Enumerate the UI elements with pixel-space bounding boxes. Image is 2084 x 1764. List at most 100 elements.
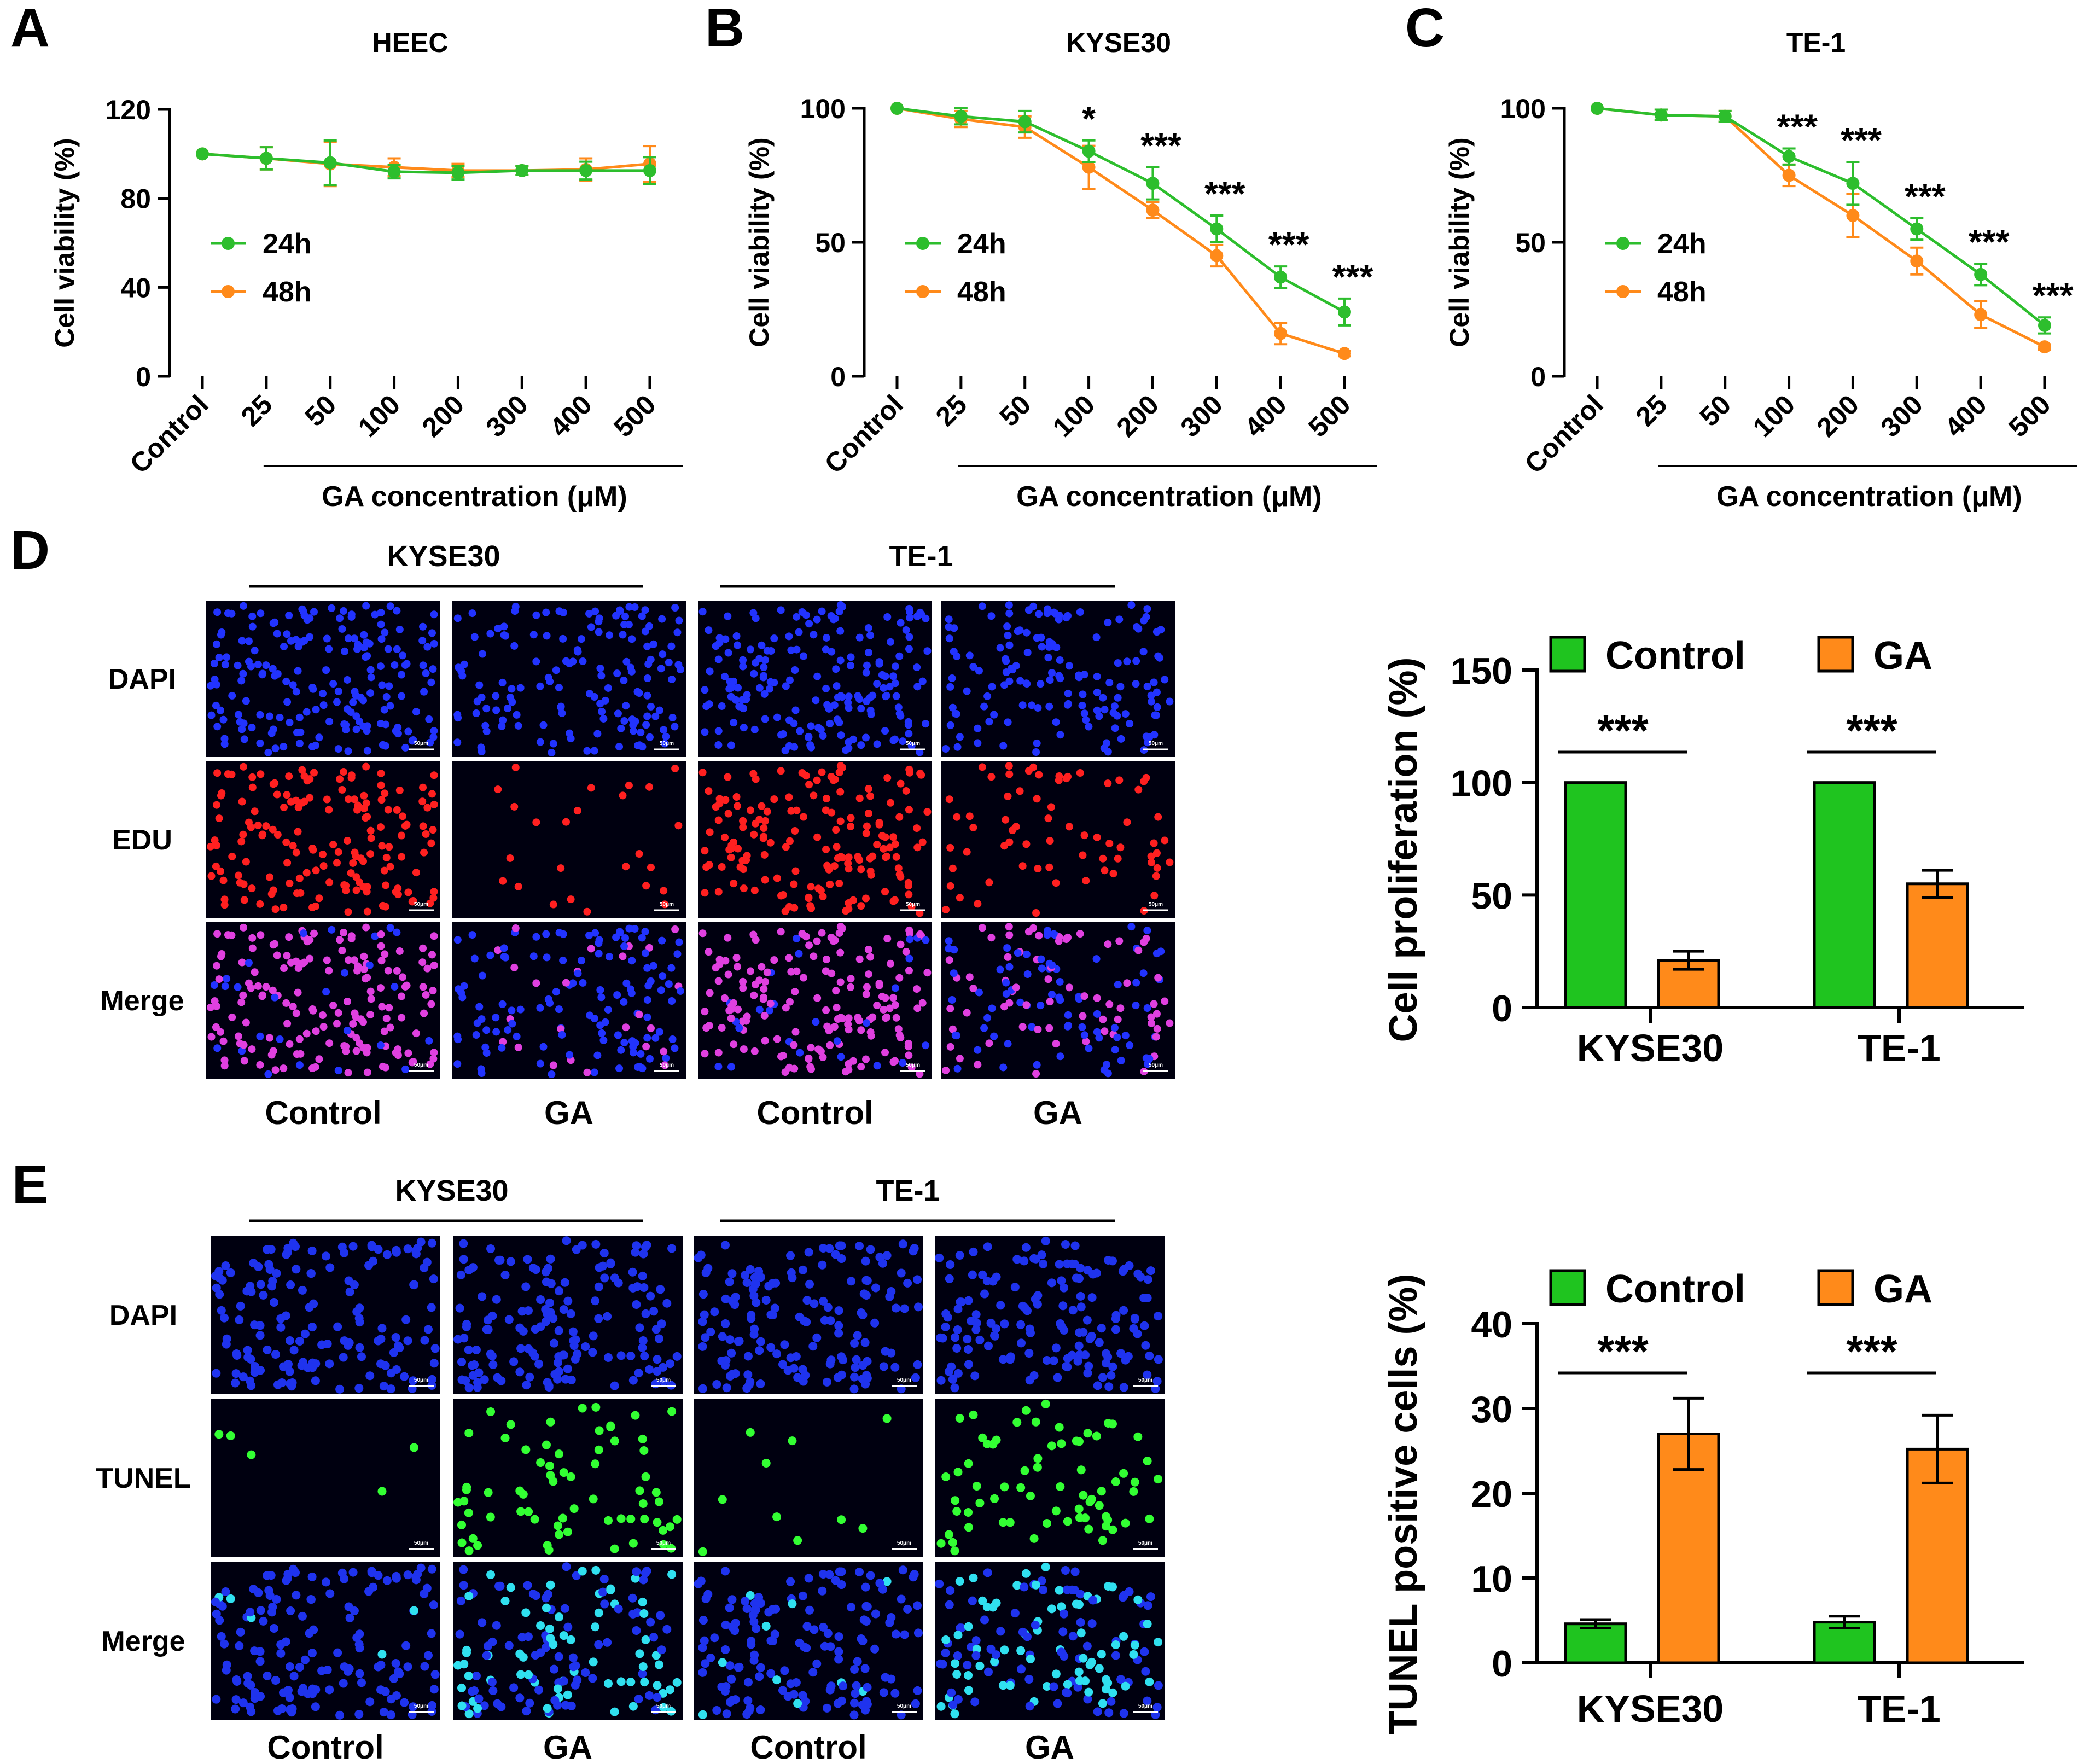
nucleus <box>559 1350 568 1360</box>
nucleus <box>392 1248 401 1257</box>
nucleus <box>942 906 950 914</box>
nucleus <box>900 1630 909 1639</box>
nucleus <box>226 1594 235 1603</box>
nucleus <box>1005 641 1014 649</box>
nucleus <box>1056 731 1064 739</box>
nucleus <box>895 870 904 878</box>
nucleus <box>654 1660 663 1669</box>
nucleus <box>532 657 540 666</box>
nucleus <box>911 1699 920 1708</box>
nucleus <box>845 738 853 746</box>
nucleus <box>773 713 781 721</box>
nucleus <box>254 660 262 668</box>
x-tick-label: 50 <box>994 389 1037 432</box>
nucleus <box>285 1662 294 1672</box>
nucleus <box>269 780 277 788</box>
nucleus <box>616 1514 626 1523</box>
nucleus <box>946 1043 954 1051</box>
nucleus <box>863 983 871 991</box>
panel-label: E <box>12 1154 49 1215</box>
nucleus <box>212 1695 221 1704</box>
nucleus <box>734 845 742 853</box>
nucleus <box>832 987 840 995</box>
significance-marker: *** <box>1969 222 2010 261</box>
nucleus <box>631 603 639 611</box>
nucleus <box>761 1621 771 1631</box>
nucleus <box>591 929 599 937</box>
nucleus <box>891 1303 900 1313</box>
nucleus <box>234 1032 242 1040</box>
nucleus <box>500 944 508 952</box>
nucleus <box>1039 1585 1048 1594</box>
nucleus <box>563 1364 572 1373</box>
nucleus <box>1093 1010 1101 1018</box>
nucleus <box>559 608 567 616</box>
nucleus <box>207 682 215 690</box>
nucleus <box>219 715 228 724</box>
nucleus <box>549 1338 558 1348</box>
nucleus <box>847 814 855 822</box>
nucleus <box>553 1684 562 1693</box>
cell-nuclei <box>698 601 932 756</box>
nucleus <box>653 1367 662 1376</box>
nucleus <box>1063 1022 1072 1031</box>
nucleus <box>295 874 304 882</box>
nucleus <box>941 1472 951 1482</box>
nucleus <box>212 1002 220 1010</box>
nucleus <box>506 1583 515 1592</box>
legend-label: GA <box>1873 634 1932 678</box>
nucleus <box>641 949 649 957</box>
nucleus <box>1033 1061 1041 1069</box>
series-24h <box>196 139 656 187</box>
nucleus <box>292 848 300 857</box>
nucleus <box>622 702 630 710</box>
nucleus <box>622 657 631 666</box>
nucleus <box>287 1708 296 1717</box>
nucleus <box>837 1053 845 1061</box>
nucleus <box>354 801 362 810</box>
nucleus <box>1076 1302 1086 1312</box>
nucleus <box>1152 950 1161 958</box>
nucleus <box>899 1059 907 1067</box>
nucleus <box>486 1570 496 1579</box>
nucleus <box>285 1336 294 1346</box>
data-point-48h <box>1910 254 1924 268</box>
nucleus <box>701 1008 709 1016</box>
x-tick-label: 50 <box>299 389 342 432</box>
nucleus <box>1046 998 1054 1006</box>
nucleus <box>898 1239 907 1249</box>
nucleus <box>516 684 525 692</box>
nucleus <box>566 729 574 737</box>
nucleus <box>1099 694 1107 702</box>
nucleus <box>706 1328 715 1337</box>
nucleus <box>643 1013 651 1021</box>
nucleus <box>916 748 924 756</box>
nucleus <box>749 1617 759 1626</box>
micrograph-image: 50μm <box>453 1399 683 1557</box>
nucleus <box>422 830 430 838</box>
data-point-24h <box>515 164 529 177</box>
nucleus <box>785 676 794 684</box>
nucleus <box>1051 1506 1061 1516</box>
nucleus <box>890 1689 900 1698</box>
nucleus <box>321 1577 330 1587</box>
nucleus <box>721 1294 730 1303</box>
nucleus <box>755 655 764 663</box>
nucleus <box>423 964 432 973</box>
nucleus <box>1145 1055 1154 1063</box>
nucleus <box>1010 1609 1020 1618</box>
nucleus <box>645 1365 654 1374</box>
nucleus <box>323 795 331 804</box>
chart-title: KYSE30 <box>1066 27 1171 58</box>
nucleus <box>1126 1041 1134 1050</box>
nucleus <box>1063 1354 1072 1363</box>
nucleus <box>875 1579 884 1588</box>
nucleus <box>384 967 392 975</box>
nucleus <box>725 1661 735 1670</box>
nucleus <box>842 746 850 754</box>
nucleus <box>1023 649 1032 657</box>
nucleus <box>1127 923 1136 931</box>
nucleus <box>599 1249 609 1258</box>
nucleus <box>793 1699 802 1708</box>
nucleus <box>671 604 679 612</box>
